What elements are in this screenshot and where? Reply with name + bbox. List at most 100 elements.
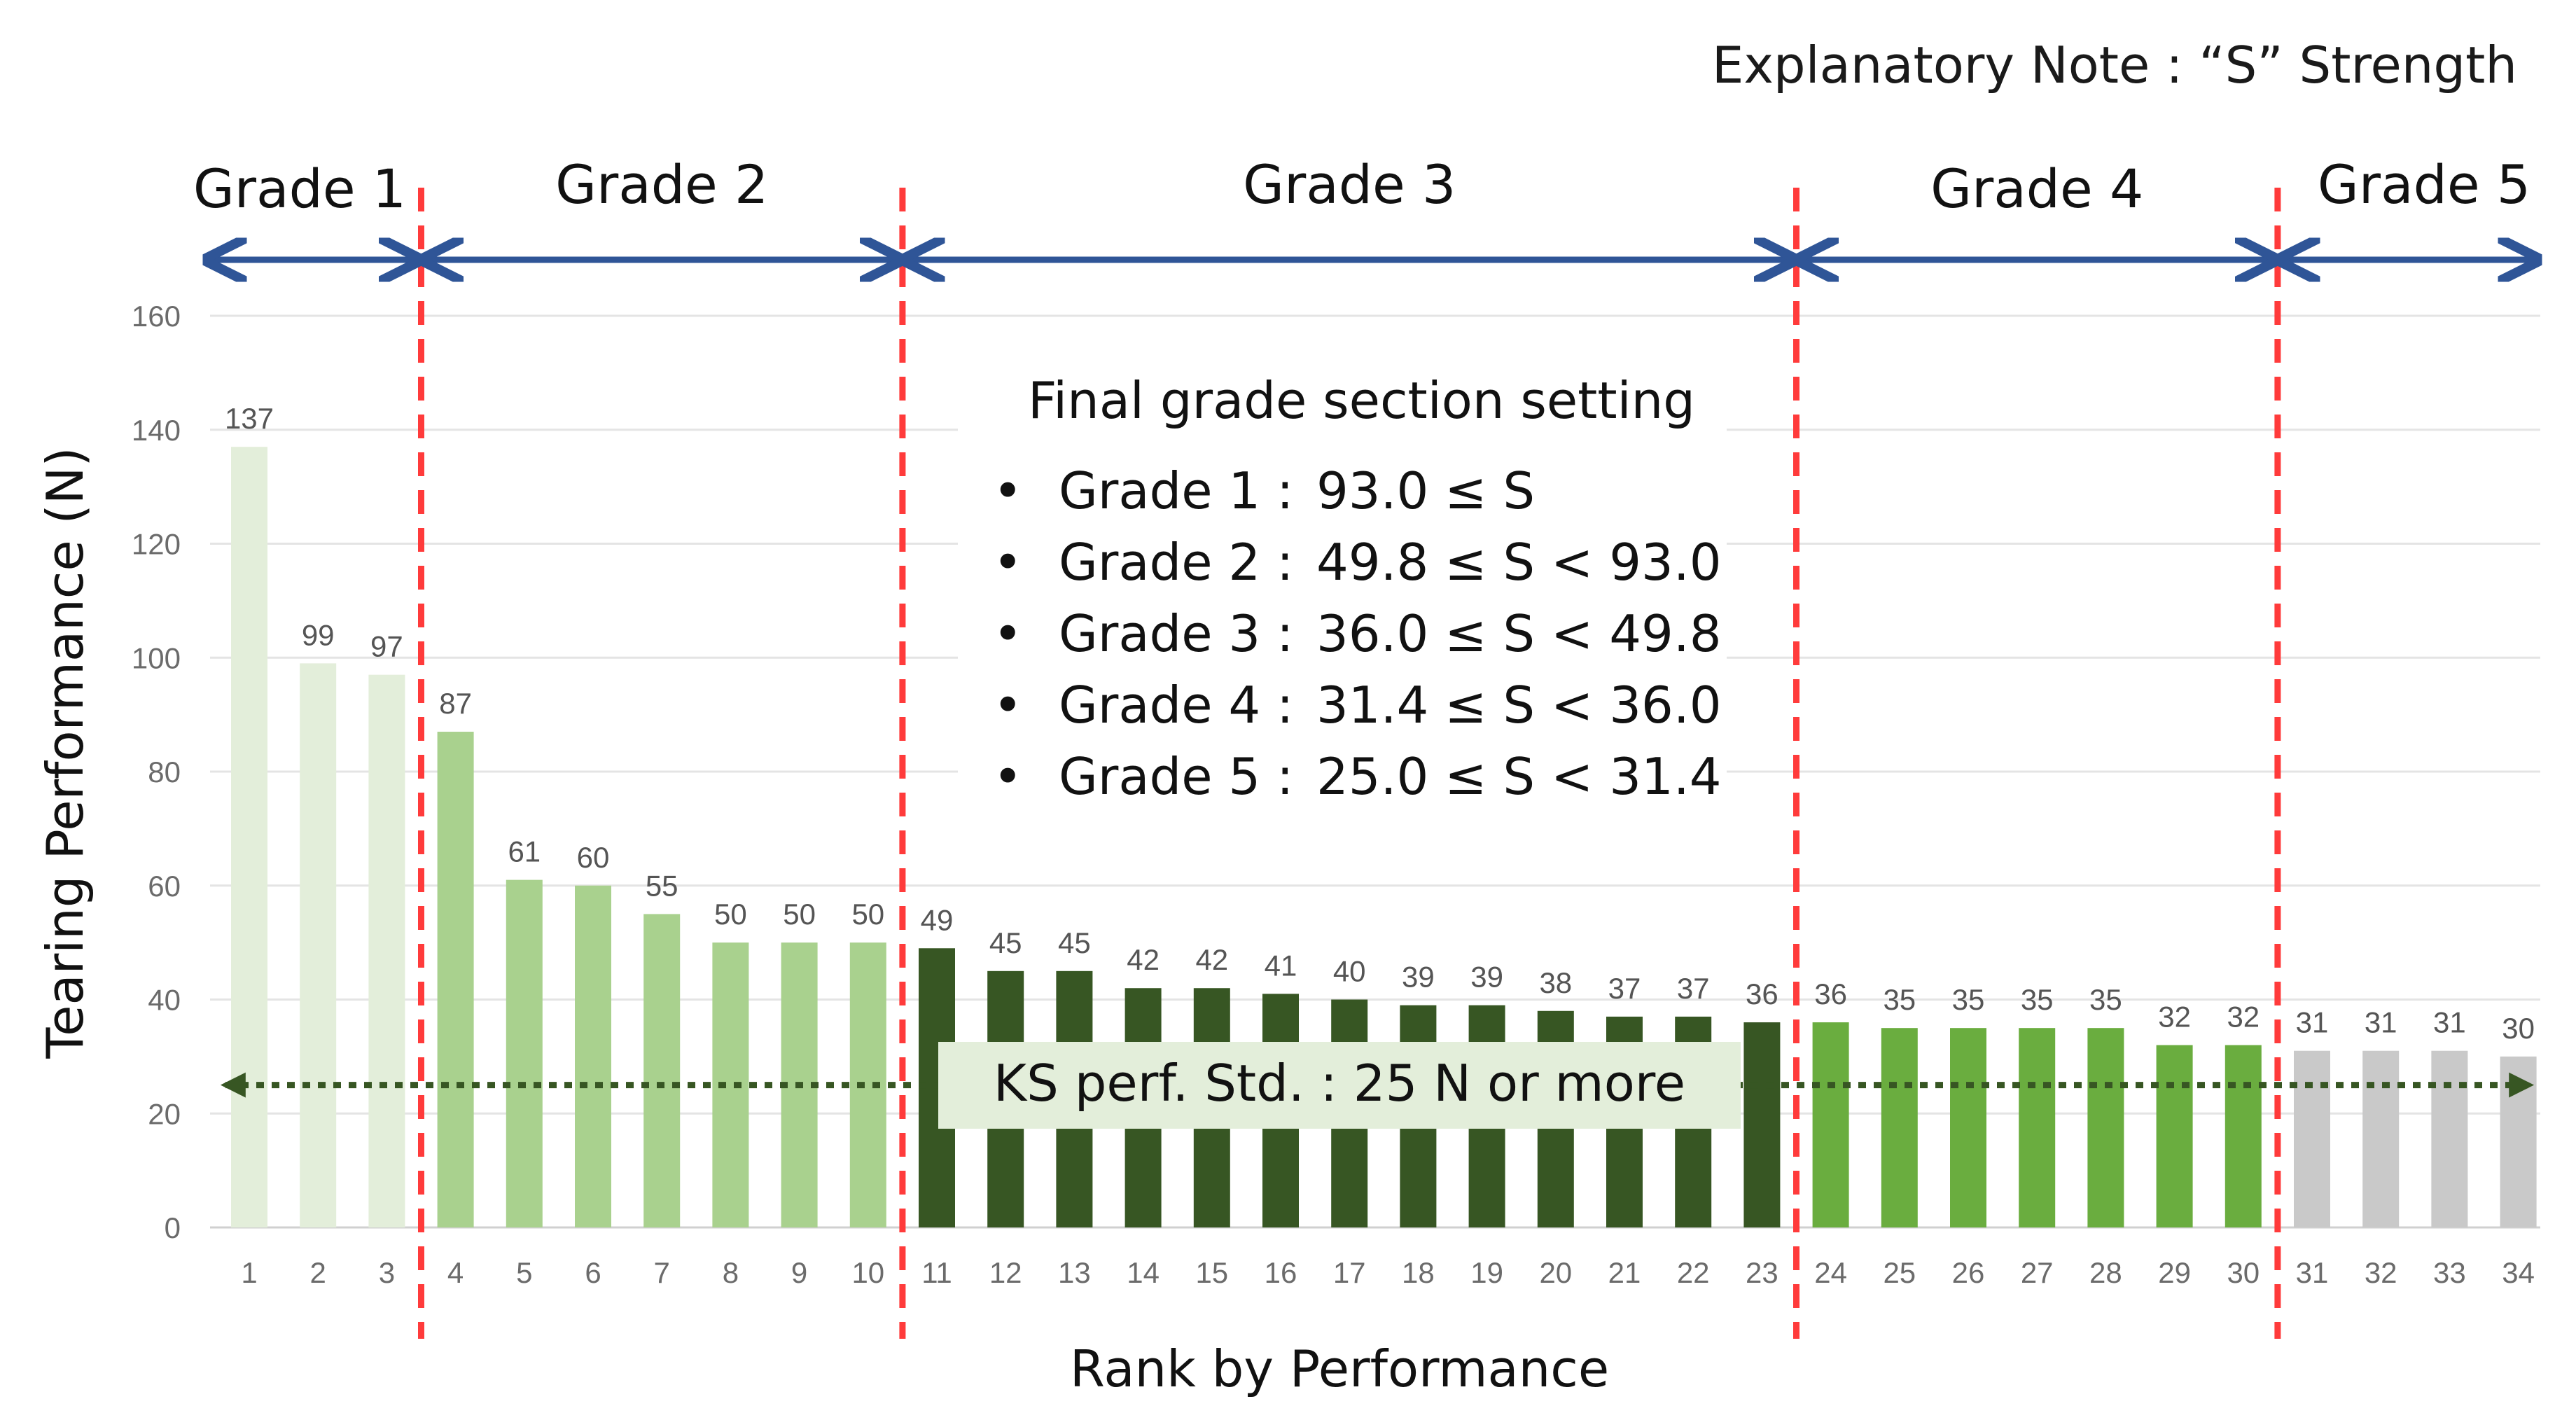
x-tick-label: 34 xyxy=(2502,1256,2535,1289)
bar xyxy=(2087,1028,2124,1227)
x-tick-label: 10 xyxy=(851,1256,884,1289)
bar xyxy=(1743,1022,1781,1227)
grade-criteria-grade: Grade 4 : xyxy=(1059,676,1293,735)
y-tick-label: 120 xyxy=(132,528,181,561)
grade-criteria-bullet: • xyxy=(993,461,1022,520)
grade-criteria-range: 93.0 ≤ S xyxy=(1316,461,1535,520)
x-tick-label: 14 xyxy=(1127,1256,1160,1289)
grade-label: Grade 5 xyxy=(2318,153,2530,216)
x-tick-label: 20 xyxy=(1539,1256,1572,1289)
data-label: 36 xyxy=(1814,977,1847,1010)
bar xyxy=(712,942,749,1227)
data-label: 45 xyxy=(989,926,1022,959)
data-label: 87 xyxy=(439,687,472,720)
data-label: 50 xyxy=(783,898,816,931)
x-tick-label: 15 xyxy=(1195,1256,1228,1289)
x-tick-label: 7 xyxy=(654,1256,670,1289)
data-label: 35 xyxy=(1883,983,1916,1016)
x-tick-label: 26 xyxy=(1952,1256,1985,1289)
bar xyxy=(2294,1050,2330,1227)
x-tick-label: 28 xyxy=(2089,1256,2122,1289)
grade-criteria-grade: Grade 2 : xyxy=(1059,533,1293,592)
data-label: 61 xyxy=(508,835,541,868)
bar xyxy=(575,885,611,1227)
grade-criteria-range: 25.0 ≤ S < 31.4 xyxy=(1316,747,1722,806)
bar xyxy=(300,663,337,1227)
data-label: 39 xyxy=(1470,961,1503,994)
bar xyxy=(2362,1050,2400,1227)
data-label: 97 xyxy=(370,630,403,663)
x-tick-label: 19 xyxy=(1470,1256,1503,1289)
data-label: 55 xyxy=(646,869,678,902)
bar xyxy=(1881,1028,1918,1227)
y-tick-label: 20 xyxy=(148,1097,181,1130)
data-label: 31 xyxy=(2365,1006,2397,1039)
data-label: 35 xyxy=(2089,983,2122,1016)
data-label: 41 xyxy=(1265,949,1297,982)
bar xyxy=(437,732,474,1227)
ks-reference-box xyxy=(938,1042,1741,1129)
x-tick-label: 23 xyxy=(1746,1256,1778,1289)
bar xyxy=(643,914,681,1227)
y-tick-label: 140 xyxy=(132,414,181,447)
bar xyxy=(2156,1045,2193,1227)
x-tick-label: 3 xyxy=(379,1256,395,1289)
x-tick-label: 1 xyxy=(241,1256,257,1289)
data-label: 35 xyxy=(2021,983,2054,1016)
grade-criteria-range: 49.8 ≤ S < 93.0 xyxy=(1316,533,1722,592)
x-tick-label: 24 xyxy=(1814,1256,1847,1289)
x-tick-label: 2 xyxy=(310,1256,326,1289)
data-label: 36 xyxy=(1746,977,1778,1010)
grade-labels: Grade 1 Grade 2 Grade 3 Grade 4 Grade 5 xyxy=(193,153,2530,220)
grade-criteria-bullet: • xyxy=(993,533,1022,592)
y-tick-label: 40 xyxy=(148,984,181,1017)
x-axis-title: Rank by Performance xyxy=(1070,1339,1609,1398)
x-tick-label: 33 xyxy=(2433,1256,2466,1289)
y-tick-label: 80 xyxy=(148,756,181,788)
x-tick-label: 16 xyxy=(1265,1256,1297,1289)
grade-criteria-range: 36.0 ≤ S < 49.8 xyxy=(1316,604,1722,663)
grade-criteria-range: 31.4 ≤ S < 36.0 xyxy=(1316,676,1722,735)
data-label: 40 xyxy=(1333,955,1366,988)
x-axis-ticks: 1 2 3 4 5 6 7 8 9 10 11 12 13 14 15 16 17 18 19 20 21 22 23 24 2… xyxy=(241,1256,2535,1289)
bar xyxy=(2431,1050,2468,1227)
y-tick-label: 60 xyxy=(148,870,181,903)
grade-criteria-background xyxy=(958,364,1727,812)
grade-criteria-grade: Grade 1 : xyxy=(1059,461,1293,520)
grade-criteria-grade: Grade 5 : xyxy=(1059,747,1293,806)
data-label: 60 xyxy=(577,841,610,874)
x-tick-label: 13 xyxy=(1058,1256,1091,1289)
x-tick-label: 9 xyxy=(791,1256,807,1289)
x-tick-label: 8 xyxy=(723,1256,739,1289)
grade-label: Grade 1 xyxy=(193,158,406,220)
data-label: 42 xyxy=(1127,943,1160,976)
x-tick-label: 21 xyxy=(1608,1256,1641,1289)
x-tick-label: 4 xyxy=(447,1256,464,1289)
explanatory-note: Explanatory Note : “S” Strength xyxy=(1712,36,2517,95)
ks-reference-label: KS perf. Std. : 25 N or more xyxy=(994,1054,1685,1113)
y-tick-label: 100 xyxy=(132,641,181,674)
x-tick-label: 25 xyxy=(1883,1256,1916,1289)
data-label: 31 xyxy=(2296,1006,2329,1039)
data-label: 30 xyxy=(2502,1012,2535,1045)
bar xyxy=(506,879,543,1227)
grade-boundaries xyxy=(418,188,2281,1339)
data-label: 35 xyxy=(1952,983,1985,1016)
y-axis-ticks: 0 20 40 60 80 100 120 140 160 xyxy=(132,300,181,1244)
y-tick-label: 160 xyxy=(132,300,181,333)
data-label: 45 xyxy=(1058,926,1091,959)
data-label: 39 xyxy=(1402,961,1435,994)
data-label: 37 xyxy=(1608,972,1641,1005)
x-tick-label: 11 xyxy=(921,1256,952,1289)
x-tick-label: 27 xyxy=(2021,1256,2054,1289)
grade-criteria-bullet: • xyxy=(993,676,1022,735)
data-label: 42 xyxy=(1195,943,1228,976)
x-tick-label: 29 xyxy=(2158,1256,2191,1289)
data-labels: 137 99 97 87 61 60 55 50 50 50 49 45 45 42 42 41 40 39 39 3… xyxy=(225,402,2535,1045)
bar xyxy=(2019,1028,2056,1227)
data-label: 38 xyxy=(1539,966,1572,999)
data-label: 32 xyxy=(2227,1001,2260,1033)
data-label: 50 xyxy=(851,898,884,931)
bar xyxy=(231,447,267,1227)
